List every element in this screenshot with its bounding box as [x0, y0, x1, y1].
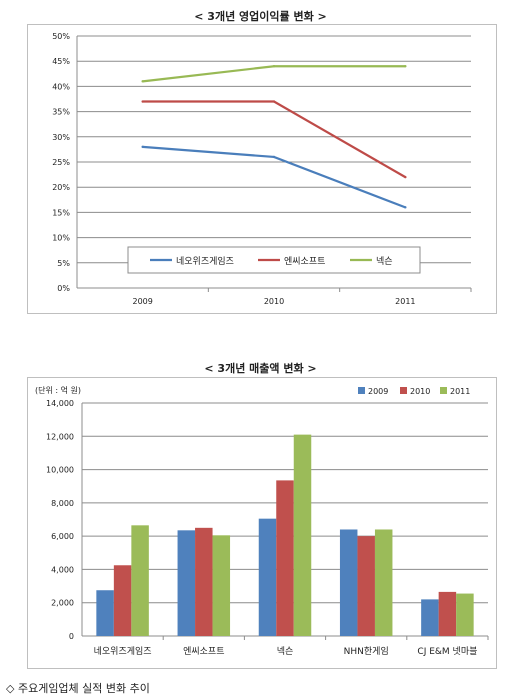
bar: [339, 529, 358, 636]
bar-chart: (단위 : 억 원) 0 2,000 4,000 6,000 8,000 10,000 12,…: [35, 385, 489, 657]
bar: [293, 434, 312, 636]
x-tick-label: 넥슨: [277, 646, 294, 657]
x-tick-label: 2009: [132, 297, 152, 306]
bar: [113, 565, 132, 636]
y-tick-label: 35%: [52, 108, 70, 117]
x-tick-label: 2010: [264, 297, 284, 306]
data-point: [404, 175, 407, 179]
bar: [212, 535, 231, 636]
bar: [374, 529, 393, 636]
unit-label: (단위 : 억 원): [35, 385, 81, 395]
data-point: [141, 145, 144, 149]
series-line: [142, 100, 406, 179]
legend-swatch: [358, 387, 365, 394]
bar: [438, 591, 457, 636]
bar: [96, 590, 114, 636]
y-tick-label: 40%: [52, 82, 70, 91]
y-tick-label: 5%: [57, 259, 70, 268]
bar: [195, 527, 213, 636]
bar: [258, 518, 277, 636]
data-point: [404, 65, 407, 68]
line-chart-title: < 3개년 영업이익률 변화 >: [194, 10, 327, 23]
bar-chart-frame: (단위 : 억 원) 0 2,000 4,000 6,000 8,000 10,000 12,…: [27, 377, 497, 669]
line-chart-frame: 0% 5% 10% 15% 20% 25% 30% 35% 40% 45% 50% 2009 2010 2…: [27, 24, 497, 314]
y-tick-label: 0: [69, 632, 74, 641]
y-tick-label: 12,000: [46, 432, 74, 441]
y-tick-label: 45%: [52, 57, 70, 66]
data-point: [272, 65, 276, 68]
bar: [456, 593, 474, 636]
y-tick-label: 50%: [52, 32, 70, 41]
y-tick-label: 4,000: [51, 565, 74, 574]
legend-label: 네오위즈게임즈: [176, 255, 234, 267]
legend-swatch: [400, 387, 407, 394]
legend-label: 2010: [410, 387, 430, 396]
y-tick-label: 2,000: [51, 599, 74, 608]
y-tick-label: 30%: [52, 133, 70, 142]
y-tick-label: 14,000: [46, 399, 74, 408]
y-tick-label: 25%: [52, 158, 70, 167]
y-tick-label: 8,000: [51, 499, 74, 508]
bar: [357, 536, 375, 636]
line-chart: 0% 5% 10% 15% 20% 25% 30% 35% 40% 45% 50% 2009 2010 2…: [52, 32, 472, 306]
bar: [131, 525, 149, 636]
x-tick-label: 네오위즈게임즈: [94, 645, 152, 657]
figure-caption: ◇ 주요게임업체 실적 변화 추이: [6, 682, 150, 695]
y-tick-label: 10%: [52, 234, 70, 243]
legend-label: 엔씨소프트: [284, 256, 325, 267]
x-tick-label: NHN한게임: [344, 645, 389, 657]
legend-label: 넥슨: [376, 256, 393, 267]
y-tick-label: 6,000: [51, 532, 74, 541]
y-tick-label: 0%: [57, 284, 70, 293]
bar: [177, 530, 196, 636]
data-point: [141, 100, 144, 103]
y-tick-label: 15%: [52, 208, 70, 217]
legend-label: 2009: [368, 387, 388, 396]
data-point: [404, 206, 407, 209]
y-tick-label: 20%: [52, 183, 70, 192]
bar: [421, 599, 439, 636]
legend-label: 2011: [450, 387, 470, 396]
bar-chart-title: < 3개년 매출액 변화 >: [204, 362, 317, 375]
data-point: [141, 80, 144, 83]
x-tick-label: 엔씨소프트: [183, 646, 224, 657]
series-line: [142, 65, 406, 83]
data-point: [272, 100, 276, 103]
data-point: [272, 155, 276, 159]
bar: [276, 480, 294, 636]
x-tick-label: CJ E&M 넷마블: [417, 646, 477, 657]
legend-swatch: [440, 387, 447, 394]
x-tick-label: 2011: [395, 297, 415, 306]
y-tick-label: 10,000: [46, 466, 74, 475]
